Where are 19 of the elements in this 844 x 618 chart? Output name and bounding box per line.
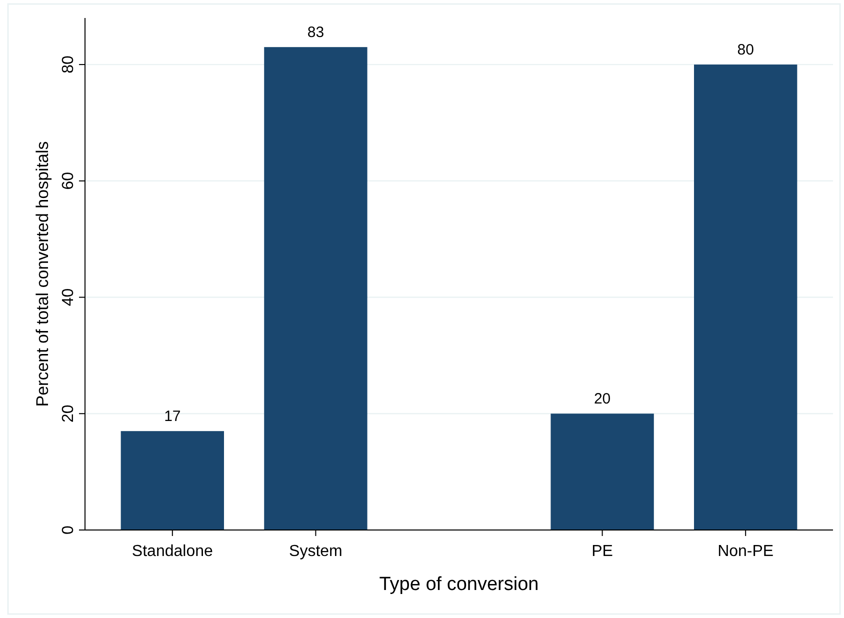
- y-tick-label: 80: [60, 56, 77, 74]
- bar: [550, 414, 654, 530]
- bar: [120, 431, 224, 530]
- x-tick-label: System: [289, 543, 342, 560]
- bar: [264, 47, 368, 530]
- x-axis-title: Type of conversion: [379, 574, 539, 595]
- y-tick-label: 40: [60, 288, 77, 306]
- data-label: 80: [737, 42, 754, 59]
- y-tick-label: 0: [60, 525, 77, 534]
- x-tick-label: Standalone: [132, 543, 213, 560]
- data-label: 20: [594, 390, 611, 408]
- data-label: 83: [307, 24, 324, 42]
- bar: [694, 64, 798, 530]
- y-tick-label: 60: [60, 172, 77, 190]
- y-tick-label: 20: [60, 404, 77, 423]
- x-tick-label: PE: [592, 543, 613, 560]
- x-tick-label: Non-PE: [718, 543, 774, 560]
- data-label: 17: [164, 408, 181, 426]
- y-axis-title: Percent of total converted hospitals: [33, 141, 52, 407]
